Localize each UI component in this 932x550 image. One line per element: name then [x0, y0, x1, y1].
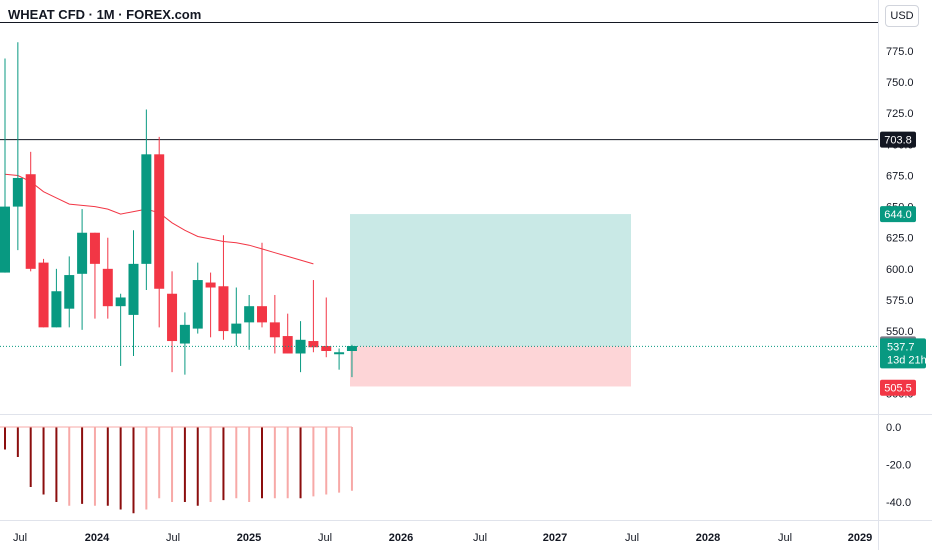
- candle: [154, 136, 165, 328]
- last-price-label: 537.7: [887, 341, 915, 353]
- candle: [282, 313, 293, 354]
- price-tick-label: 675.0: [886, 170, 914, 182]
- candle: [115, 293, 126, 366]
- candle: [334, 348, 345, 370]
- last-price-badge-bg: [880, 338, 926, 369]
- time-tick-label: 2027: [543, 532, 567, 544]
- time-tick-label: Jul: [473, 532, 487, 544]
- stop-price-label: 505.5: [884, 383, 912, 395]
- target-zone: [350, 214, 631, 347]
- oscillator-tick-label: -40.0: [886, 497, 911, 509]
- time-tick-label: Jul: [318, 532, 332, 544]
- candle: [321, 297, 332, 358]
- price-tick-label: 625.0: [886, 233, 914, 245]
- target-price-label: 644.0: [884, 209, 912, 221]
- candle-body: [102, 268, 113, 307]
- candle: [179, 312, 190, 375]
- candle-body: [244, 306, 255, 323]
- time-tick-label: Jul: [625, 532, 639, 544]
- time-tick-label: 2024: [85, 532, 110, 544]
- candle: [141, 109, 152, 291]
- chart-title: WHEAT CFD · 1M · FOREX.com: [8, 7, 202, 22]
- candle: [51, 268, 62, 328]
- candle-body: [141, 154, 152, 264]
- candle-body: [308, 341, 319, 348]
- candle: [231, 287, 242, 347]
- candle-body: [128, 263, 139, 315]
- candle-body: [154, 154, 165, 289]
- candle: [257, 242, 267, 328]
- candle: [12, 42, 23, 251]
- time-tick-label: 2029: [848, 532, 872, 544]
- candle-body: [321, 346, 332, 351]
- candle: [167, 271, 178, 373]
- candle-body: [346, 346, 357, 351]
- price-tick-label: 600.0: [886, 264, 914, 276]
- price-tick-label: 750.0: [886, 77, 914, 89]
- candle: [77, 209, 88, 330]
- candle-body: [89, 232, 100, 264]
- time-tick-label: 2025: [237, 532, 261, 544]
- histogram-series: [0, 426, 353, 514]
- price-tick-label: 725.0: [886, 108, 914, 120]
- candle-body: [179, 324, 190, 344]
- time-tick-label: Jul: [166, 532, 180, 544]
- currency-button[interactable]: USD: [885, 5, 919, 27]
- candle-body: [25, 174, 36, 269]
- stop-price-label-bg: [880, 379, 916, 396]
- candle: [244, 294, 255, 350]
- candle: [269, 294, 280, 354]
- candle-body: [192, 280, 203, 329]
- bar-countdown-label: 13d 21h: [887, 354, 927, 366]
- candle-body: [51, 291, 62, 328]
- time-axis[interactable]: Jul 2024 Jul 2025 Jul 2026 Jul 2027 Jul 2028 Jul 20…: [13, 532, 872, 544]
- candle-body: [218, 286, 229, 332]
- candle: [38, 258, 49, 328]
- target-price-label-bg: [880, 206, 916, 223]
- price-axis[interactable]: 775.0750.0725.0700.0675.0650.0625.0600.0…: [886, 46, 914, 509]
- candle-body: [269, 322, 280, 338]
- candle-body: [64, 275, 75, 309]
- horizontal-line-price-label: 703.8: [884, 135, 912, 147]
- candle: [25, 151, 36, 272]
- candle: [128, 230, 139, 356]
- candle-body: [12, 177, 23, 207]
- time-tick-label: Jul: [778, 532, 792, 544]
- price-tick-label: 775.0: [886, 46, 914, 58]
- candle-body: [282, 336, 293, 354]
- candle-body: [167, 293, 178, 342]
- candle: [192, 262, 203, 334]
- candlestick-series: [0, 42, 357, 378]
- candle-body: [115, 297, 126, 307]
- candle-body: [231, 323, 242, 334]
- position-tool[interactable]: [350, 214, 631, 387]
- time-tick-label: 2028: [696, 532, 720, 544]
- stop-zone: [350, 346, 631, 387]
- candle: [346, 344, 357, 378]
- candle: [0, 58, 10, 273]
- oscillator-tick-label: 0.0: [886, 422, 901, 434]
- candle: [205, 272, 216, 338]
- candle-body: [77, 232, 88, 274]
- candle: [308, 280, 319, 353]
- candle: [102, 237, 113, 319]
- candle-body: [334, 352, 345, 355]
- candle: [218, 235, 229, 340]
- candle: [64, 256, 75, 328]
- candle: [89, 232, 100, 319]
- time-tick-label: Jul: [13, 532, 27, 544]
- oscillator-tick-label: -20.0: [886, 460, 911, 472]
- candle-body: [257, 306, 267, 323]
- candle-body: [0, 206, 10, 273]
- price-tick-label: 550.0: [886, 326, 914, 338]
- horizontal-line-price-label-bg: [880, 131, 916, 148]
- candle-body: [205, 282, 216, 288]
- candle-body: [38, 262, 49, 328]
- time-tick-label: 2026: [389, 532, 413, 544]
- price-tick-label: 575.0: [886, 295, 914, 307]
